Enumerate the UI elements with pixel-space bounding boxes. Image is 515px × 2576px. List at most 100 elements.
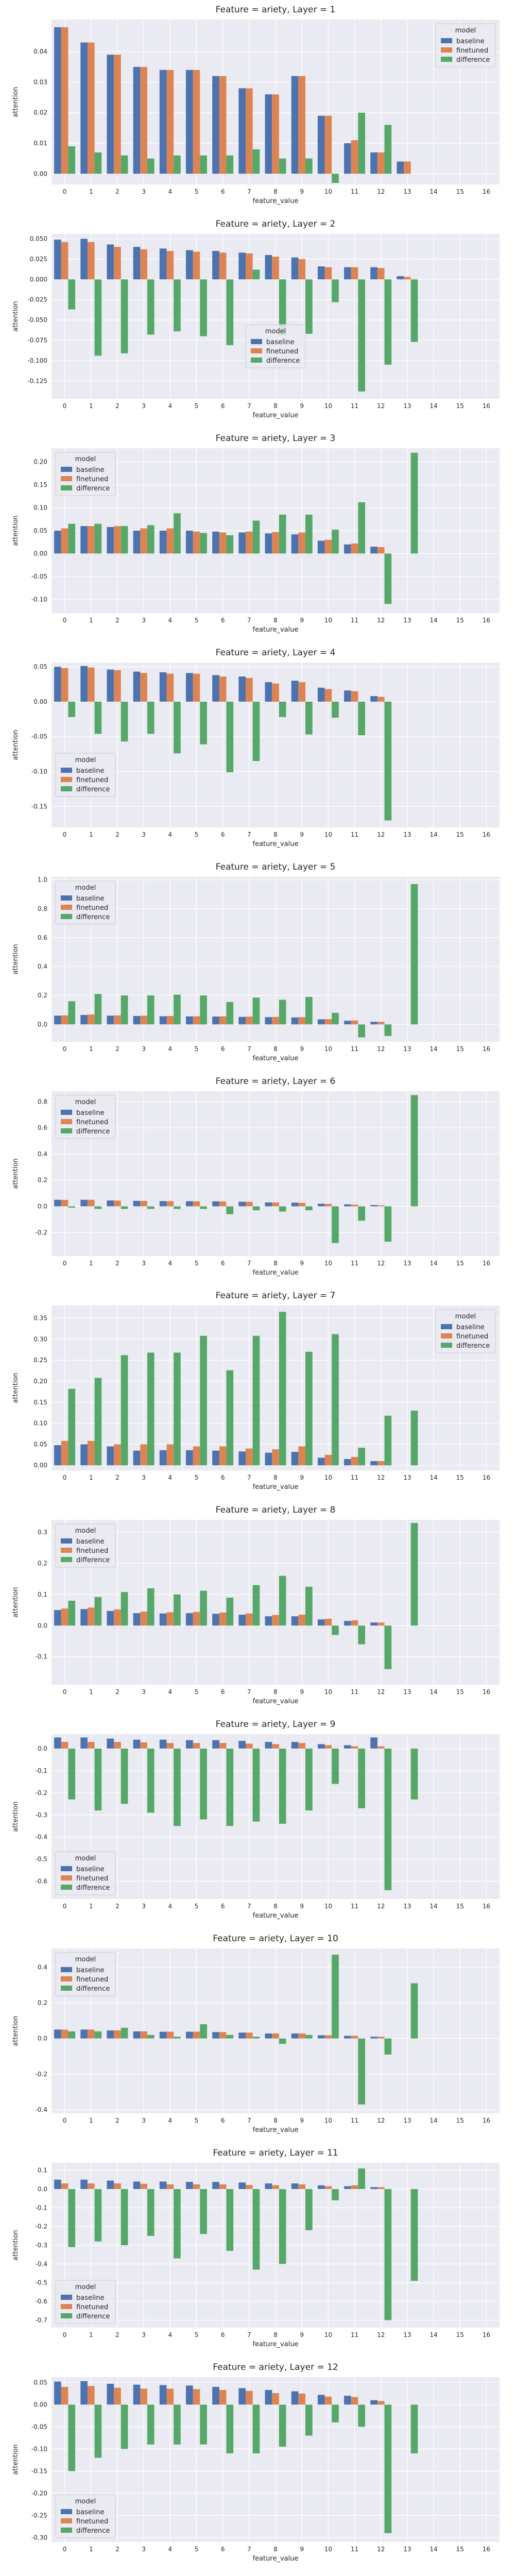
bar-difference-4	[174, 279, 181, 332]
legend-swatch-difference	[61, 2528, 72, 2533]
x-tick-label: 3	[142, 1474, 146, 1481]
bar-baseline-4	[159, 248, 167, 280]
y-tick-label: 0.2	[38, 1177, 47, 1184]
x-tick-label: 7	[247, 831, 251, 838]
x-tick-label: 7	[247, 1903, 251, 1910]
legend-swatch-baseline	[61, 2295, 72, 2300]
bar-baseline-2	[107, 1738, 114, 1749]
bar-finetuned-5	[193, 1016, 200, 1025]
bar-difference-8	[279, 158, 286, 174]
bar-difference-6	[226, 1206, 234, 1214]
y-tick-label: 0.2	[38, 1560, 47, 1567]
bar-finetuned-2	[114, 670, 121, 702]
bar-difference-12	[384, 1415, 392, 1466]
bar-difference-6	[226, 535, 234, 554]
x-tick-label: 0	[63, 1045, 67, 1053]
bar-baseline-12	[370, 1622, 377, 1626]
bar-difference-10	[332, 1625, 339, 1635]
legend-swatch-baseline	[61, 768, 72, 773]
x-tick-label: 11	[351, 831, 358, 838]
bar-baseline-7	[238, 1016, 246, 1025]
bar-difference-2	[121, 526, 128, 554]
legend-swatch-difference	[61, 914, 72, 919]
x-tick-label: 12	[377, 2331, 385, 2338]
bar-baseline-7	[238, 532, 246, 554]
bar-baseline-11	[344, 267, 351, 280]
bar-difference-6	[226, 1370, 234, 1466]
x-axis-label: feature_value	[253, 1912, 299, 1920]
bar-finetuned-7	[246, 88, 253, 174]
bar-difference-10	[332, 701, 339, 718]
bar-baseline-0	[54, 240, 61, 280]
legend-label-finetuned: finetuned	[76, 1976, 108, 1984]
bar-baseline-8	[265, 1452, 272, 1466]
bar-difference-4	[174, 155, 181, 174]
x-tick-label: 1	[89, 831, 93, 838]
x-tick-label: 4	[168, 2117, 172, 2124]
bar-finetuned-6	[219, 76, 227, 174]
legend-swatch-difference	[61, 2313, 72, 2318]
bar-baseline-2	[107, 669, 114, 702]
x-tick-label: 15	[456, 188, 464, 195]
x-tick-label: 10	[324, 1260, 332, 1267]
legend-label-finetuned: finetuned	[456, 1333, 488, 1341]
bar-difference-2	[121, 1355, 128, 1466]
bar-finetuned-5	[193, 1743, 200, 1749]
legend-label-finetuned: finetuned	[76, 2518, 108, 2526]
legend-box	[245, 324, 306, 368]
bar-baseline-10	[317, 1019, 325, 1025]
bar-finetuned-1	[87, 1742, 95, 1749]
chart-title: Feature = ariety, Layer = 3	[216, 433, 336, 444]
bar-finetuned-11	[351, 1456, 358, 1466]
bar-finetuned-10	[324, 115, 332, 174]
bar-finetuned-6	[219, 1743, 227, 1749]
x-tick-label: 4	[168, 1903, 172, 1910]
bar-baseline-6	[212, 2386, 219, 2405]
y-tick-label: -0.2	[36, 2223, 47, 2230]
bar-baseline-5	[186, 2385, 193, 2405]
x-tick-label: 12	[377, 2117, 385, 2124]
x-tick-label: 10	[324, 2546, 332, 2553]
bar-baseline-2	[107, 1446, 114, 1466]
bar-baseline-8	[265, 1202, 272, 1207]
bar-baseline-3	[133, 247, 141, 280]
x-tick-label: 9	[300, 1045, 304, 1053]
x-tick-label: 10	[324, 617, 332, 624]
bar-finetuned-12	[377, 1622, 385, 1626]
bar-difference-12	[384, 1024, 392, 1036]
x-tick-label: 10	[324, 1688, 332, 1696]
x-tick-label: 1	[89, 2117, 93, 2124]
bar-finetuned-12	[377, 2187, 385, 2189]
legend-label-baseline: baseline	[76, 2509, 104, 2516]
bar-finetuned-5	[193, 1612, 200, 1626]
y-tick-label: 0.03	[33, 78, 47, 86]
bar-baseline-6	[212, 1016, 219, 1025]
bar-difference-8	[279, 701, 286, 717]
bar-finetuned-0	[61, 528, 68, 554]
y-tick-label: 0.6	[38, 1124, 47, 1131]
bar-baseline-2	[107, 1200, 114, 1207]
bar-finetuned-1	[87, 42, 95, 174]
bar-finetuned-10	[324, 539, 332, 554]
bar-baseline-5	[186, 1613, 193, 1626]
bar-difference-0	[68, 279, 76, 310]
bar-baseline-1	[80, 1609, 88, 1626]
x-axis-label: feature_value	[253, 412, 299, 419]
chart-layer-8: Feature = ariety, Layer = 8 -0.1 0.0 0.1 0.2…	[12, 1505, 500, 1705]
bar-finetuned-7	[246, 531, 253, 554]
y-tick-label: 0.0	[38, 1622, 47, 1629]
bar-difference-7	[252, 2189, 260, 2270]
bar-difference-0	[68, 2031, 76, 2039]
x-tick-label: 6	[221, 402, 225, 410]
x-axis-label: feature_value	[253, 2126, 299, 2134]
y-tick-label: -0.1	[36, 2204, 47, 2211]
legend: model baseline finetuned difference	[55, 452, 116, 496]
legend-swatch-finetuned	[61, 476, 72, 481]
bar-difference-5	[200, 995, 207, 1025]
x-tick-label: 8	[273, 2117, 278, 2124]
bar-finetuned-2	[114, 2387, 121, 2405]
bar-difference-2	[121, 279, 128, 353]
x-tick-label: 11	[351, 2331, 358, 2338]
x-tick-label: 5	[195, 1474, 199, 1481]
